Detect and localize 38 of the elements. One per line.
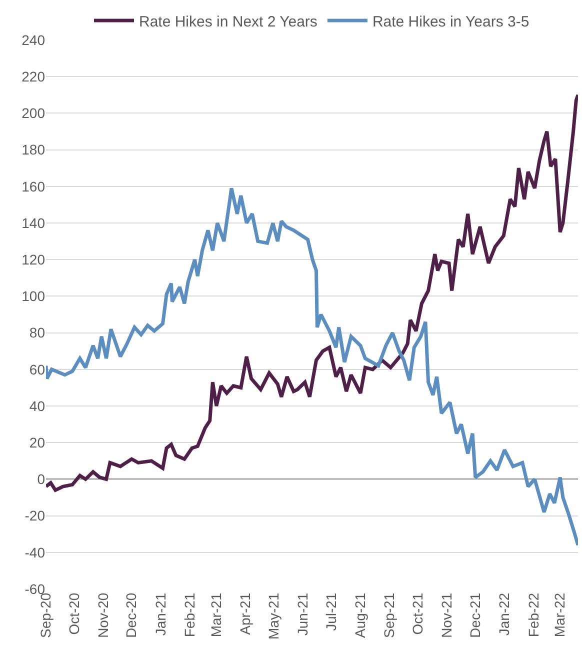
- x-tick-label: Nov-20: [94, 592, 111, 638]
- x-tick-label: Aug-21: [352, 592, 368, 638]
- y-tick-label: -20: [24, 508, 46, 524]
- y-tick-label: 0: [37, 471, 46, 488]
- x-tick-label: May-21: [265, 592, 282, 640]
- y-tick-label: 180: [22, 142, 46, 158]
- y-tick-label: 100: [22, 288, 46, 304]
- x-tick-label: Sep-20: [38, 592, 54, 638]
- x-tick-label: Dec-21: [466, 592, 483, 638]
- x-tick-label: Oct-21: [409, 592, 426, 635]
- y-tick-label: -40: [24, 544, 46, 560]
- y-tick-label: 20: [29, 434, 46, 450]
- line-series: [46, 93, 578, 492]
- x-tick-label: Jun-21: [294, 592, 311, 636]
- y-tick-label: 200: [22, 105, 46, 122]
- x-tick-label: Mar-22: [552, 592, 568, 638]
- y-tick-label: 140: [22, 214, 46, 231]
- x-tick-label: Jan-21: [152, 592, 168, 636]
- x-tick-label: Jul-21: [322, 592, 339, 631]
- x-tick-label: Apr-21: [237, 592, 254, 635]
- y-tick-label: 80: [29, 324, 46, 341]
- x-tick-label: Nov-21: [438, 592, 455, 638]
- y-tick-label: 240: [22, 32, 46, 48]
- y-tick-label: 60: [29, 361, 46, 378]
- x-tick-label: Jan-22: [496, 592, 512, 636]
- legend-label: Rate Hikes in Years 3-5: [372, 13, 530, 30]
- line-series: [46, 186, 578, 547]
- y-tick-label: 160: [22, 178, 46, 194]
- y-tick-label: 120: [22, 252, 46, 268]
- x-tick-label: Feb-22: [525, 592, 542, 638]
- y-tick-label: 40: [29, 398, 46, 414]
- x-tick-label: Feb-21: [182, 592, 198, 638]
- x-tick-label: Mar-21: [208, 592, 224, 638]
- x-tick-label: Dec-20: [123, 592, 140, 638]
- y-tick-label: 220: [22, 68, 46, 84]
- x-tick-label: Sep-21: [381, 592, 398, 638]
- legend-label: Rate Hikes in Next 2 Years: [139, 13, 318, 30]
- x-tick-label: Oct-20: [66, 592, 82, 635]
